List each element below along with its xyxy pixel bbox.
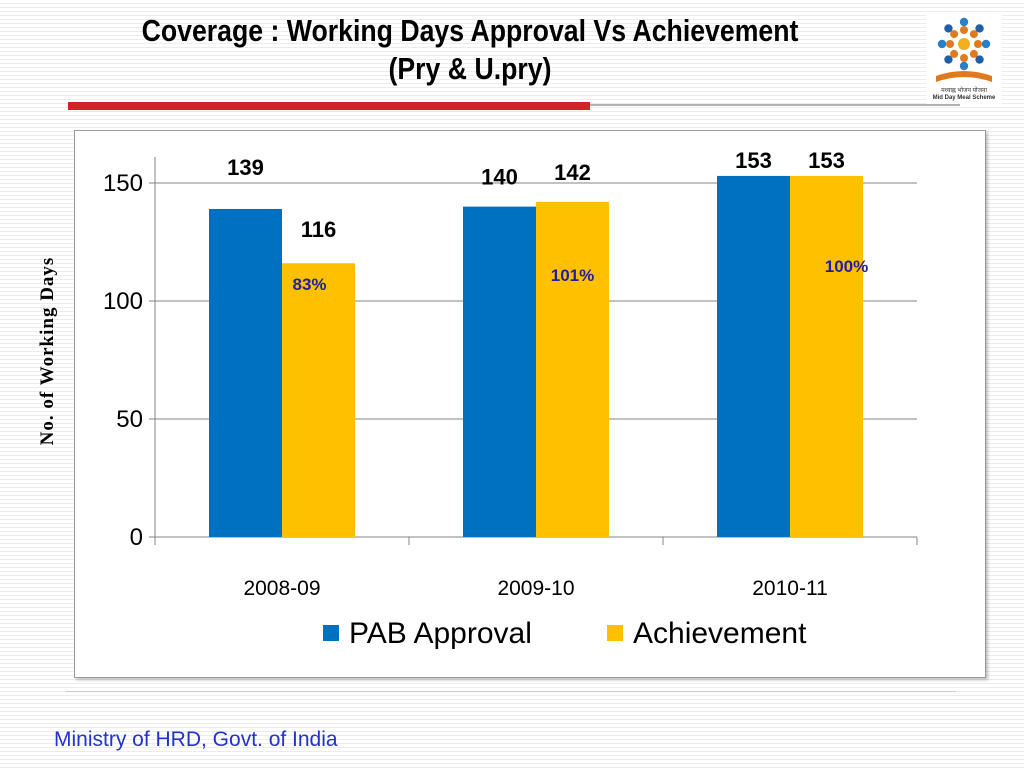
- bar-pab-approval: [209, 208, 282, 537]
- slide-title: Coverage : Working Days Approval Vs Achi…: [117, 12, 822, 88]
- data-label: 153: [735, 148, 772, 173]
- slide-title-line-2: (Pry & U.pry): [388, 51, 552, 86]
- logo-caption-hindi: मध्याह्न भोजन योजना: [941, 88, 987, 94]
- mid-day-meal-emblem-icon: [936, 17, 992, 82]
- footer-text: Ministry of HRD, Govt. of India: [54, 728, 338, 751]
- bar-achievement: [790, 175, 863, 538]
- bar-pab-approval: [463, 206, 536, 537]
- legend-label-achievement: Achievement: [633, 617, 807, 650]
- footer-divider: [66, 691, 956, 692]
- y-tick-label: 150: [103, 170, 143, 197]
- title-underline-grey: [590, 104, 960, 106]
- logo-caption-english: Mid Day Meal Scheme: [932, 95, 996, 101]
- y-tick-label: 50: [116, 406, 143, 433]
- achievement-percent-label: 101%: [551, 266, 594, 285]
- bar-chart: 0 50 100 150 139 116 83% 2008-09 140 142 101% 2009-…: [37, 148, 918, 650]
- data-label: 140: [481, 165, 518, 190]
- data-label: 116: [301, 217, 337, 242]
- legend-swatch-achievement: [607, 625, 623, 641]
- data-label: 153: [808, 148, 845, 173]
- title-underline-red: [68, 102, 590, 110]
- legend-swatch-pab-approval: [323, 625, 339, 641]
- data-label: 139: [227, 155, 264, 180]
- bar-achievement: [536, 201, 609, 537]
- x-category-label: 2010-11: [752, 577, 828, 600]
- bar-pab-approval: [717, 175, 790, 538]
- slide-title-line-1: Coverage : Working Days Approval Vs Achi…: [141, 13, 799, 48]
- achievement-percent-label: 83%: [292, 275, 326, 294]
- x-category-label: 2008-09: [243, 577, 320, 600]
- chart-container: 0 50 100 150 139 116 83% 2008-09 140 142 101% 2009-…: [37, 130, 986, 678]
- achievement-percent-label: 100%: [825, 257, 868, 276]
- y-tick-label: 0: [130, 524, 143, 551]
- y-tick-label: 100: [103, 288, 143, 315]
- y-axis-title: No. of Working Days: [37, 257, 58, 446]
- x-category-label: 2009-10: [497, 577, 574, 600]
- data-label: 142: [554, 160, 591, 185]
- legend-label-pab-approval: PAB Approval: [349, 617, 532, 650]
- bar-achievement: [282, 263, 355, 537]
- mid-day-meal-logo: मध्याह्न भोजन योजना Mid Day Meal Scheme: [926, 14, 1002, 104]
